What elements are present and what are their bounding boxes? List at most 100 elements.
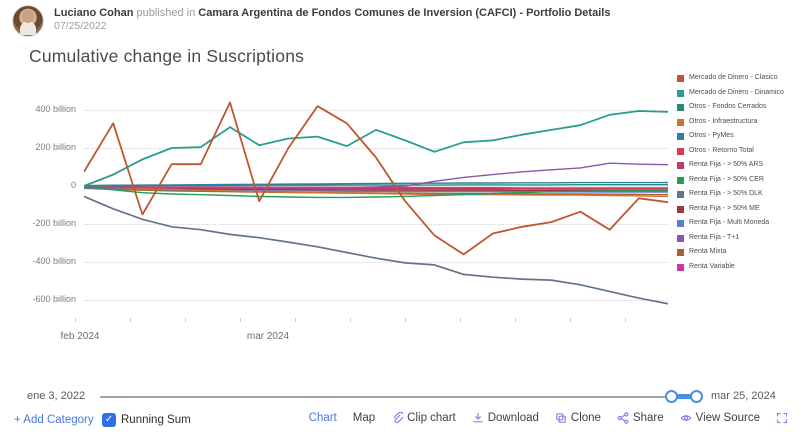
series-line[interactable]	[84, 186, 668, 199]
legend-swatch	[677, 220, 684, 227]
legend-swatch	[677, 75, 684, 82]
toolbar-button-label: Chart	[308, 412, 337, 424]
toolbar-button-share[interactable]: Share	[617, 412, 664, 424]
legend-swatch	[677, 104, 684, 111]
plot-area[interactable]	[84, 95, 668, 310]
legend-item[interactable]: Renta Fija - > 50% ARS	[677, 161, 797, 170]
legend-swatch	[677, 191, 684, 198]
legend-label: Renta Fija - > 50% ME	[689, 204, 760, 212]
toolbar-button-clip-chart[interactable]: Clip chart	[391, 412, 456, 424]
legend-swatch	[677, 234, 684, 242]
x-tick-mark	[460, 318, 461, 322]
footer-toolbar: + Add Category ✓ Running Sum Chart Map Cli…	[0, 410, 800, 436]
toolbar-button-label: View Source	[695, 412, 760, 424]
publish-date: 07/25/2022	[54, 20, 107, 32]
publication-name[interactable]: Camara Argentina de Fondos Comunes de In…	[198, 7, 611, 19]
x-tick-mark	[295, 318, 296, 322]
legend-item[interactable]: Otros - Fondos Cerrados	[677, 103, 797, 112]
series-line[interactable]	[84, 185, 668, 198]
legend-label: Renta Fija - > 50% CER	[689, 175, 764, 183]
y-tick-label: 0	[70, 180, 76, 190]
legend-item[interactable]: Renta Fija - > 50% DLK	[677, 190, 797, 199]
legend-swatch	[677, 162, 684, 169]
toolbar-button-map[interactable]: Map	[353, 412, 375, 424]
legend-item[interactable]: Renta Mixta	[677, 248, 797, 257]
running-sum-checkbox[interactable]: ✓	[102, 413, 116, 427]
legend-label: Renta Variable	[689, 262, 735, 270]
author-name[interactable]: Luciano Cohan	[54, 7, 134, 19]
gridline-400	[84, 110, 668, 111]
legend-label: Renta Mixta	[689, 248, 727, 255]
x-tick-mark	[405, 318, 406, 322]
legend-label: Mercado de Dinero - Dinamico	[689, 88, 784, 96]
legend-item[interactable]: Mercado de Dinero - Clasico	[677, 74, 797, 83]
gridline--600	[84, 300, 668, 301]
series-line[interactable]	[84, 101, 668, 256]
series-line[interactable]	[84, 110, 668, 187]
legend-label: Otros - PyMes	[689, 132, 734, 139]
legend-label: Otros - Infraestructura	[689, 117, 758, 125]
legend-item[interactable]: Otros - Retorno Total	[677, 147, 797, 156]
y-tick-label: -400 billion	[32, 256, 76, 266]
series-line[interactable]	[84, 186, 668, 192]
legend-label: Renta Fija - T+1	[689, 233, 740, 241]
legend-swatch	[677, 176, 684, 184]
legend: Mercado de Dinero - Clasico Mercado de Di…	[677, 74, 797, 277]
legend-item[interactable]: Renta Fija - > 50% CER	[677, 176, 797, 185]
y-tick-label: 400 billion	[35, 104, 76, 114]
published-in-text: published in	[136, 7, 196, 19]
legend-swatch	[677, 133, 684, 140]
paperclip-icon	[391, 412, 404, 424]
x-tick-mark	[240, 318, 241, 322]
y-tick-label: -600 billion	[32, 294, 76, 304]
legend-label: Renta Fija - Multi Moneda	[689, 219, 770, 226]
toolbar-button-label: Clip chart	[407, 412, 456, 424]
legend-item[interactable]: Renta Variable	[677, 263, 797, 272]
toolbar-button-label: Clone	[570, 412, 601, 424]
slider-track[interactable]	[100, 396, 700, 398]
legend-item[interactable]: Renta Fija - > 50% ME	[677, 205, 797, 214]
x-tick-label: mar 2024	[246, 331, 290, 342]
legend-swatch	[677, 249, 684, 256]
series-line[interactable]	[84, 181, 668, 187]
x-tick-mark	[130, 318, 131, 322]
series-line[interactable]	[84, 195, 668, 305]
toolbar-button-view-source[interactable]: View Source	[680, 412, 760, 424]
toolbar-button-label: Map	[352, 412, 376, 424]
x-tick-mark	[515, 318, 516, 322]
legend-item[interactable]: Mercado de Dinero - Dinamico	[677, 89, 797, 98]
avatar[interactable]	[12, 5, 44, 37]
gridline-200	[84, 148, 668, 149]
y-tick-label: 200 billion	[35, 142, 76, 152]
clone-icon	[555, 412, 567, 424]
toolbar-button-fullscreen[interactable]	[776, 412, 788, 424]
x-tick-label: feb 2024	[60, 331, 100, 342]
legend-label: Otros - Retorno Total	[689, 146, 754, 154]
legend-item[interactable]: Otros - Infraestructura	[677, 118, 797, 127]
toolbar-button-chart[interactable]: Chart	[309, 412, 337, 424]
legend-label: Renta Fija - > 50% ARS	[689, 161, 764, 168]
chart-actions: Chart Map Clip chart Download Clone Share View…	[309, 412, 788, 424]
legend-label: Otros - Fondos Cerrados	[689, 103, 767, 110]
legend-item[interactable]: Renta Fija - Multi Moneda	[677, 219, 797, 228]
gridline--400	[84, 262, 668, 263]
legend-item[interactable]: Otros - PyMes	[677, 132, 797, 141]
slider-handle-left[interactable]	[665, 390, 678, 403]
x-tick-mark	[75, 318, 76, 322]
series-line[interactable]	[84, 162, 668, 189]
legend-label: Mercado de Dinero - Clasico	[689, 74, 778, 81]
toolbar-button-label: Download	[487, 412, 539, 424]
toolbar-button-download[interactable]: Download	[472, 412, 539, 424]
add-category-button[interactable]: + Add Category	[14, 414, 94, 426]
slider-handle-right[interactable]	[690, 390, 703, 403]
toolbar-button-clone[interactable]: Clone	[555, 412, 601, 424]
legend-swatch	[677, 205, 684, 213]
toolbar-button-label: Share	[632, 412, 664, 424]
x-tick-mark	[625, 318, 626, 322]
legend-item[interactable]: Renta Fija - T+1	[677, 234, 797, 243]
x-tick-mark	[570, 318, 571, 322]
download-icon	[472, 412, 484, 424]
legend-swatch	[677, 118, 684, 126]
slider-selected-range[interactable]	[672, 394, 697, 399]
